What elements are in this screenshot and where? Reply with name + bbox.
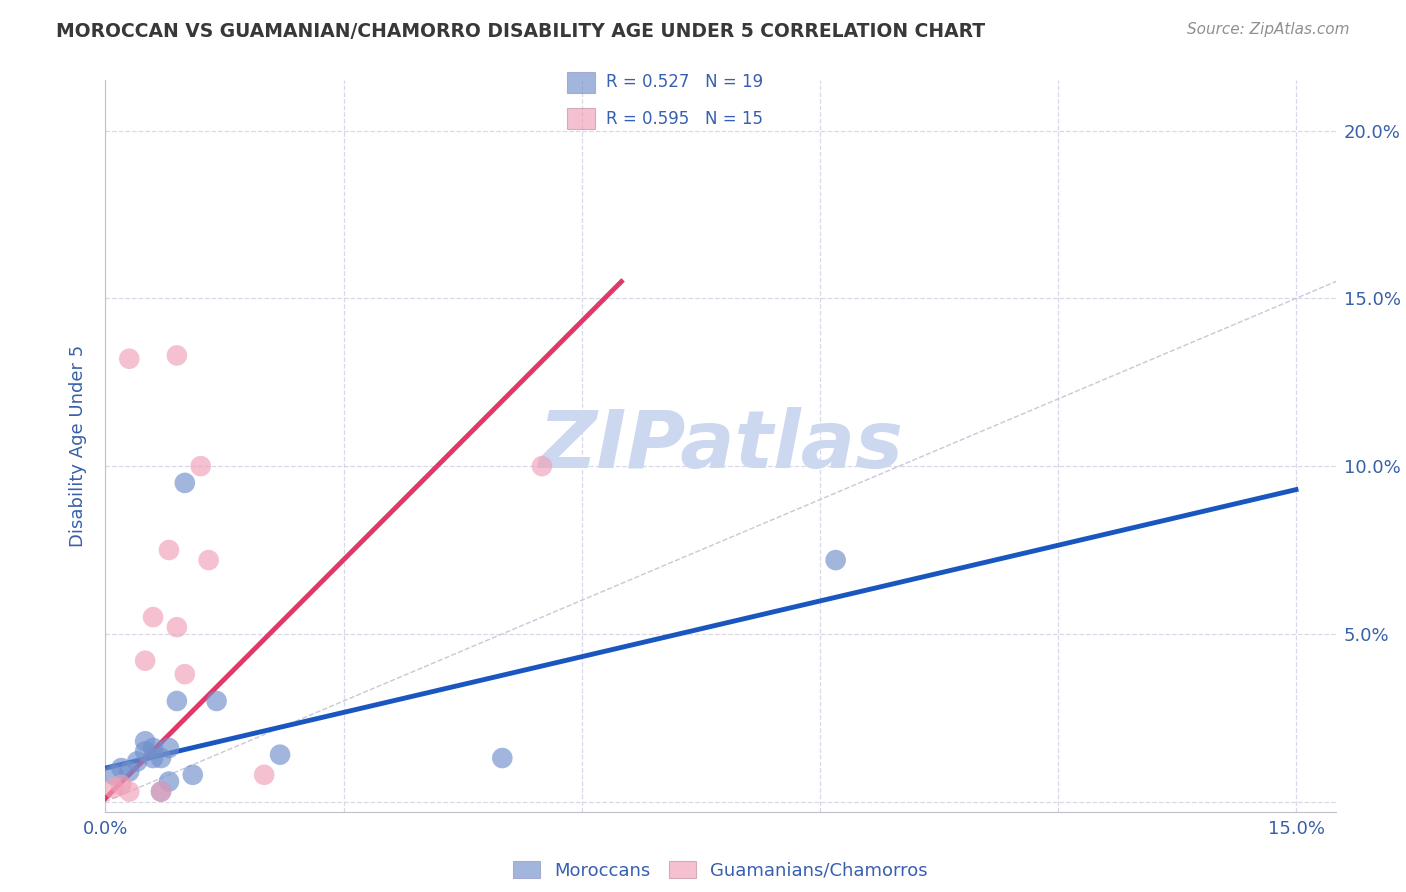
Bar	[567, 108, 595, 129]
Point	[103, 781, 125, 796]
Point	[134, 654, 156, 668]
Point	[197, 553, 219, 567]
Point	[181, 768, 204, 782]
Y-axis label: Disability Age Under 5: Disability Age Under 5	[69, 345, 87, 547]
Point	[157, 741, 180, 756]
Point	[150, 751, 173, 765]
Point	[491, 751, 513, 765]
Point	[150, 784, 173, 798]
Point	[173, 667, 195, 681]
Point	[173, 475, 195, 490]
Point	[205, 694, 228, 708]
Point	[127, 755, 149, 769]
Point	[110, 761, 132, 775]
Text: R = 0.527   N = 19: R = 0.527 N = 19	[606, 73, 763, 91]
Point	[142, 751, 165, 765]
Point	[530, 459, 553, 474]
Text: Source: ZipAtlas.com: Source: ZipAtlas.com	[1187, 22, 1350, 37]
Point	[157, 543, 180, 558]
Point	[118, 351, 141, 366]
Point	[134, 744, 156, 758]
Point	[103, 768, 125, 782]
Point	[166, 620, 188, 634]
Point	[118, 784, 141, 798]
Point	[253, 768, 276, 782]
Legend: Moroccans, Guamanians/Chamorros: Moroccans, Guamanians/Chamorros	[506, 854, 935, 887]
Text: MOROCCAN VS GUAMANIAN/CHAMORRO DISABILITY AGE UNDER 5 CORRELATION CHART: MOROCCAN VS GUAMANIAN/CHAMORRO DISABILIT…	[56, 22, 986, 41]
Text: ZIPatlas: ZIPatlas	[538, 407, 903, 485]
Bar	[567, 71, 595, 93]
Point	[150, 784, 173, 798]
Point	[824, 553, 846, 567]
Point	[166, 348, 188, 362]
Point	[269, 747, 291, 762]
Point	[157, 774, 180, 789]
Point	[190, 459, 212, 474]
Point	[142, 741, 165, 756]
Text: R = 0.595   N = 15: R = 0.595 N = 15	[606, 110, 763, 128]
Point	[110, 778, 132, 792]
Point	[166, 694, 188, 708]
Point	[142, 610, 165, 624]
Point	[134, 734, 156, 748]
Point	[118, 764, 141, 779]
